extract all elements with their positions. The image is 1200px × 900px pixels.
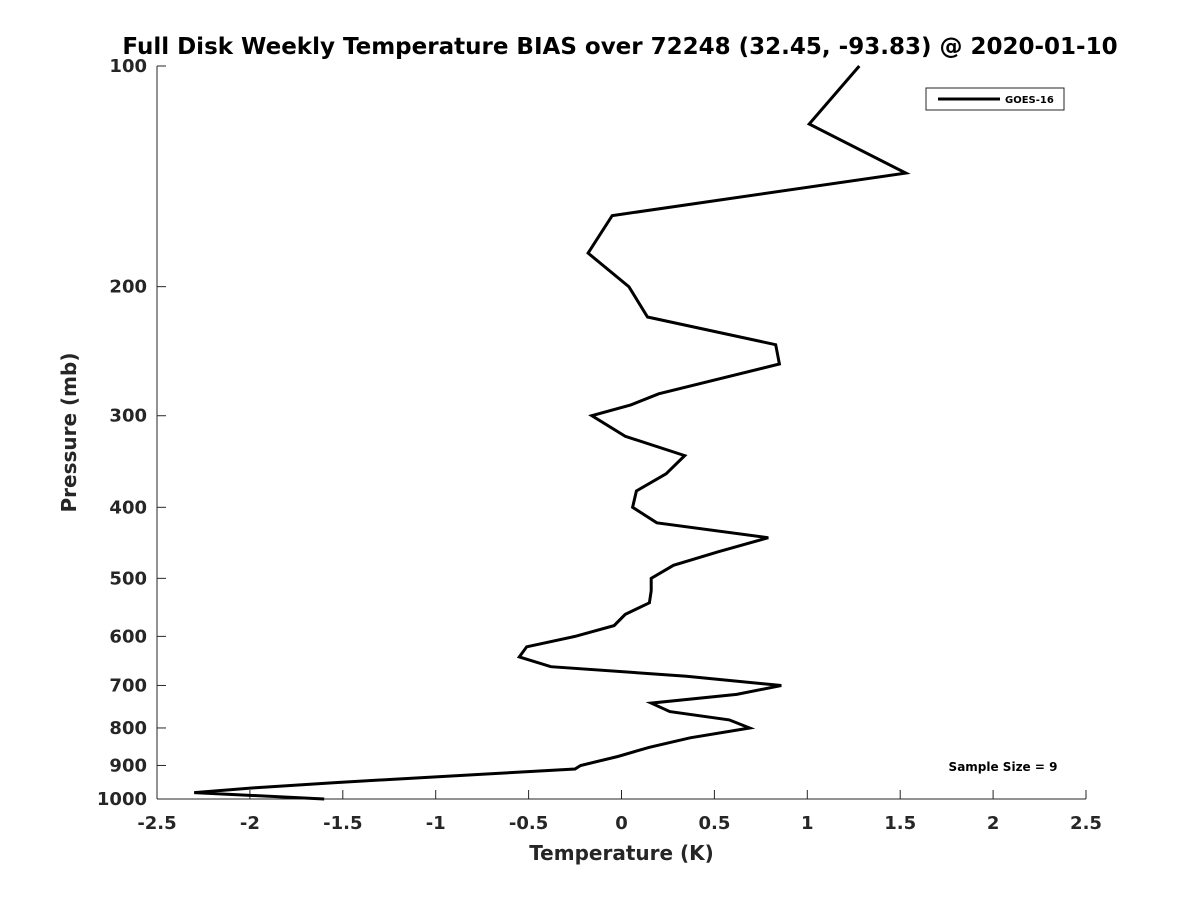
y-axis-label: Pressure (mb) (57, 353, 81, 513)
x-tick-label: 1 (801, 813, 814, 834)
x-axis-label: Temperature (K) (529, 841, 714, 865)
chart-title: Full Disk Weekly Temperature BIAS over 7… (122, 34, 1117, 60)
x-tick-label: 0.5 (698, 813, 730, 834)
x-tick-label: -2 (240, 813, 260, 834)
sample-size-annotation: Sample Size = 9 (949, 760, 1058, 774)
y-tick-label: 700 (109, 675, 147, 696)
y-tick-label: 400 (109, 497, 147, 518)
x-tick-label: -0.5 (509, 813, 548, 834)
x-tick-label: -1.5 (323, 813, 362, 834)
y-tick-label: 1000 (97, 789, 147, 810)
x-tick-label: 0 (615, 813, 628, 834)
y-axis-ticks: 100 200 300 400 500 600 700 800 900 1000 (97, 56, 166, 810)
series-layer (194, 65, 911, 801)
x-axis-ticks: -2.5 -2 -1.5 -1 -0.5 0 0.5 1 1.5 2 2.5 (137, 790, 1102, 834)
x-tick-label: -2.5 (137, 813, 176, 834)
legend-label-goes-16: GOES-16 (1005, 95, 1054, 106)
x-tick-label: 1.5 (884, 813, 916, 834)
y-tick-label: 100 (109, 56, 147, 77)
series-line-goes-16 (194, 65, 911, 801)
y-tick-label: 600 (109, 626, 147, 647)
x-tick-label: 2.5 (1070, 813, 1102, 834)
x-tick-label: 2 (987, 813, 1000, 834)
legend: GOES-16 (925, 87, 1065, 111)
y-tick-label: 200 (109, 277, 147, 298)
y-tick-label: 500 (109, 568, 147, 589)
y-tick-label: 800 (109, 718, 147, 739)
y-tick-label: 900 (109, 755, 147, 776)
y-tick-label: 300 (109, 406, 147, 427)
x-tick-label: -1 (426, 813, 446, 834)
